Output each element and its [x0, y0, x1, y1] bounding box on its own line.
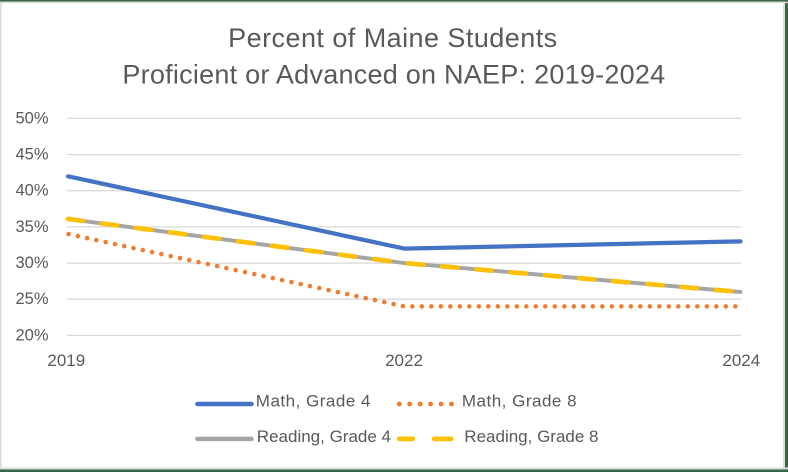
svg-text:Reading, Grade 8: Reading, Grade 8 — [464, 427, 598, 446]
svg-text:Proficient or Advanced on NAEP: Proficient or Advanced on NAEP: 2019-202… — [122, 60, 665, 90]
svg-text:40%: 40% — [15, 182, 48, 200]
svg-text:45%: 45% — [15, 146, 48, 164]
svg-text:Reading, Grade 4: Reading, Grade 4 — [257, 427, 391, 446]
svg-text:Math, Grade 4: Math, Grade 4 — [256, 392, 371, 411]
svg-text:Percent of Maine Students: Percent of Maine Students — [228, 23, 557, 53]
svg-text:20%: 20% — [15, 326, 48, 344]
svg-text:50%: 50% — [15, 109, 48, 127]
svg-text:25%: 25% — [15, 290, 48, 308]
svg-text:30%: 30% — [15, 254, 48, 272]
svg-text:35%: 35% — [15, 218, 48, 236]
svg-text:2022: 2022 — [385, 351, 423, 370]
svg-text:Math, Grade 8: Math, Grade 8 — [462, 392, 577, 411]
svg-text:2024: 2024 — [722, 351, 760, 370]
svg-text:2019: 2019 — [47, 351, 85, 370]
